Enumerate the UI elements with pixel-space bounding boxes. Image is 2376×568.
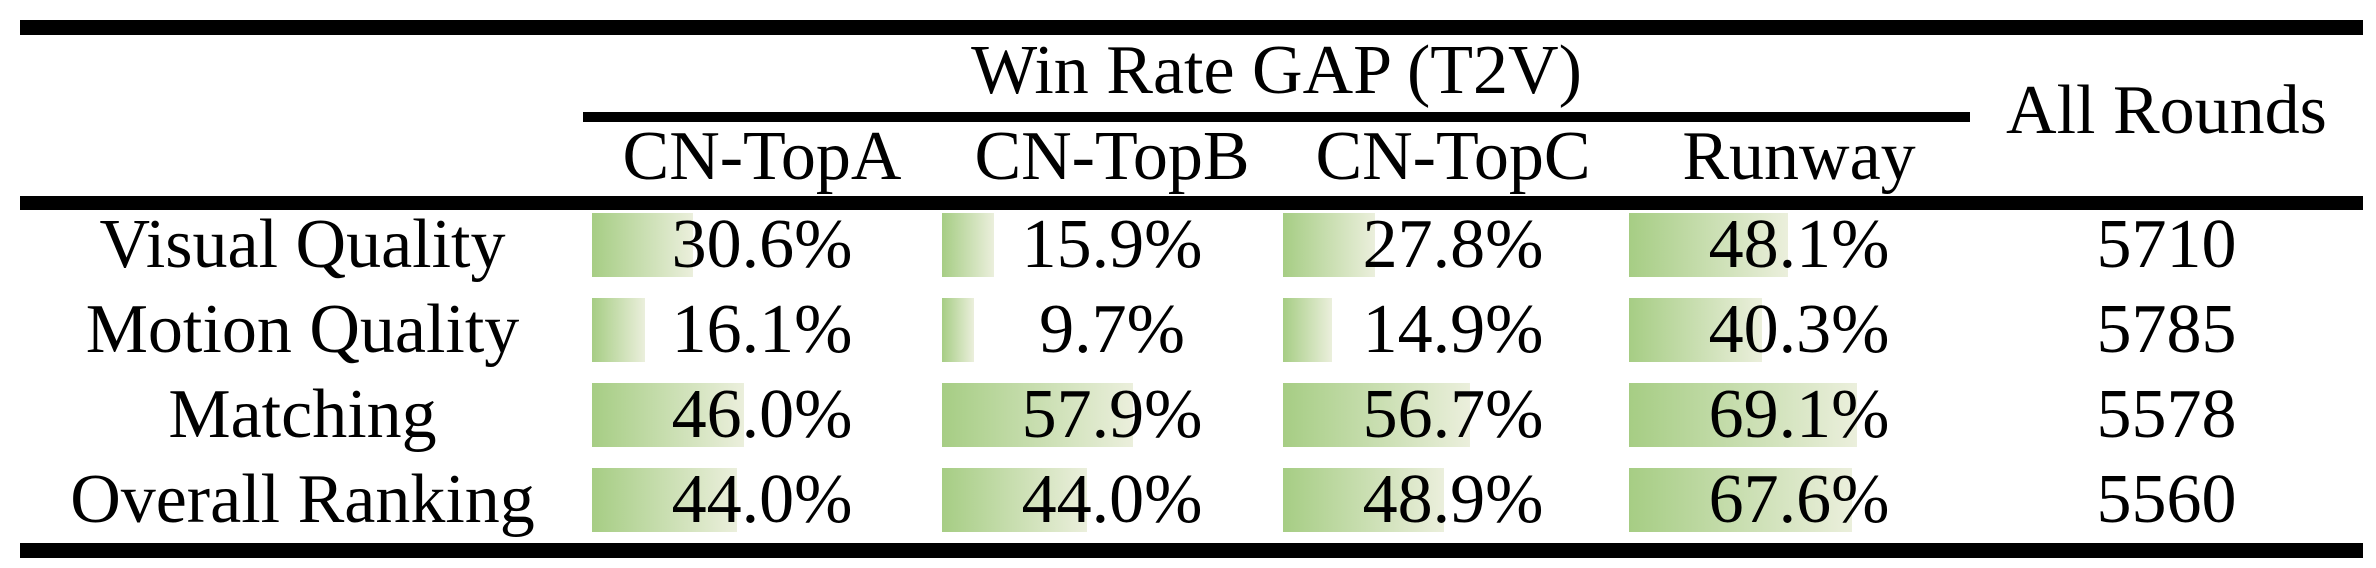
- win-rate-value: 56.7%: [1362, 376, 1544, 453]
- group-header-underline-rule: [583, 112, 1970, 122]
- win-rate-bar: [1629, 213, 1788, 277]
- all-rounds-value: 5710: [2096, 206, 2237, 283]
- row-label-visual-quality: Visual Quality: [99, 206, 506, 283]
- win-rate-bar: [942, 468, 1088, 532]
- win-rate-bar: [942, 298, 974, 362]
- win-rate-value: 15.9%: [1021, 206, 1203, 283]
- table-bottom-rule: [20, 543, 2363, 558]
- win-rate-value: 44.0%: [1021, 461, 1203, 538]
- win-rate-value: 40.3%: [1708, 291, 1890, 368]
- win-rate-bar: [1283, 383, 1471, 447]
- win-rate-bar: [1283, 298, 1333, 362]
- win-rate-bar: [1629, 383, 1858, 447]
- win-rate-bar: [942, 213, 995, 277]
- group-header-title: Win Rate GAP (T2V): [971, 32, 1582, 109]
- win-rate-value: 30.6%: [671, 206, 853, 283]
- column-header-cn-topb: CN-TopB: [974, 118, 1250, 195]
- row-label-motion-quality: Motion Quality: [85, 291, 520, 368]
- win-rate-bar: [1283, 213, 1375, 277]
- win-rate-bar: [592, 213, 693, 277]
- all-rounds-value: 5578: [2096, 376, 2237, 453]
- win-rate-value: 44.0%: [671, 461, 853, 538]
- win-rate-bar: [1283, 468, 1445, 532]
- table-top-rule: [20, 20, 2363, 35]
- win-rate-value: 48.1%: [1708, 206, 1890, 283]
- win-rate-value: 48.9%: [1362, 461, 1544, 538]
- win-rate-bar: [942, 383, 1134, 447]
- column-header-runway: Runway: [1682, 118, 1916, 195]
- win-rate-bar: [1629, 298, 1762, 362]
- win-rate-value: 14.9%: [1362, 291, 1544, 368]
- win-rate-bar: [1629, 468, 1853, 532]
- win-rate-value: 67.6%: [1708, 461, 1890, 538]
- column-header-cn-topa: CN-TopA: [622, 118, 902, 195]
- all-rounds-value: 5560: [2096, 461, 2237, 538]
- win-rate-value: 9.7%: [1039, 291, 1185, 368]
- all-rounds-value: 5785: [2096, 291, 2237, 368]
- win-rate-bar: [592, 383, 744, 447]
- row-label-matching: Matching: [168, 376, 437, 453]
- win-rate-value: 69.1%: [1708, 376, 1890, 453]
- win-rate-value: 27.8%: [1362, 206, 1544, 283]
- column-header-cn-topc: CN-TopC: [1315, 118, 1591, 195]
- row-label-overall-ranking: Overall Ranking: [70, 461, 535, 538]
- header-separator-rule: [20, 196, 2363, 210]
- win-rate-value: 16.1%: [671, 291, 853, 368]
- win-rate-bar: [592, 298, 646, 362]
- win-rate-bar: [592, 468, 738, 532]
- column-header-all-rounds: All Rounds: [2006, 72, 2327, 149]
- win-rate-value: 46.0%: [671, 376, 853, 453]
- win-rate-value: 57.9%: [1021, 376, 1203, 453]
